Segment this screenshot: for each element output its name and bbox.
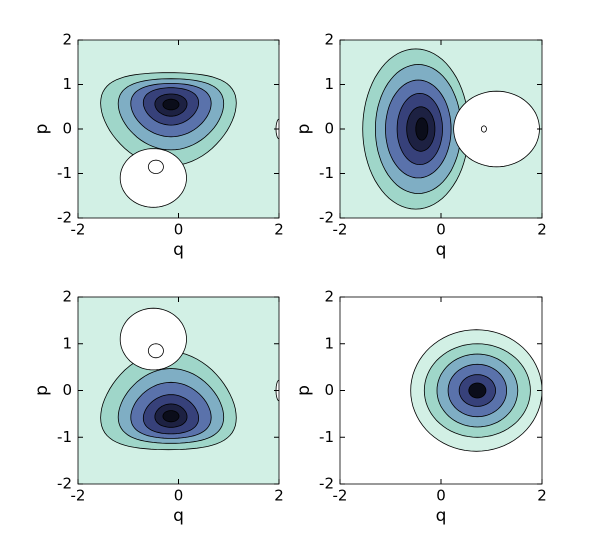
contour-level	[147, 159, 164, 174]
y-tick-label: 2	[62, 31, 72, 49]
x-axis-label: q	[436, 240, 447, 260]
y-tick-label: -2	[319, 209, 334, 227]
y-axis-label: p	[294, 385, 314, 396]
contour-level	[468, 382, 487, 399]
y-tick-label: 1	[62, 334, 72, 352]
plot-area	[340, 297, 542, 484]
contour-level	[119, 307, 187, 371]
y-tick-label: 1	[324, 334, 334, 352]
y-tick-label: 0	[324, 381, 334, 399]
y-tick-label: 0	[324, 120, 334, 138]
plot-area	[340, 40, 542, 218]
contour-level	[147, 343, 164, 359]
contour-level	[162, 410, 180, 423]
contour-plot: -2 0 2 -2 -1 0 1 2 q p	[294, 288, 547, 527]
x-axis-label: q	[436, 506, 447, 526]
y-axis-label: p	[32, 385, 52, 396]
x-tick-label: 0	[436, 221, 446, 239]
contour-level	[415, 117, 429, 141]
y-tick-label: -1	[57, 164, 72, 182]
y-tick-label: -1	[57, 428, 72, 446]
contour-plot: -2 0 2 -2 -1 0 1 2 q p	[294, 31, 547, 261]
contour-level	[481, 125, 487, 133]
x-axis-label: q	[173, 240, 184, 260]
y-axis-label: p	[32, 124, 52, 135]
contour-level	[119, 148, 187, 208]
y-tick-label: 0	[62, 381, 72, 399]
x-tick-label: 0	[174, 487, 184, 505]
x-tick-label: -2	[333, 487, 348, 505]
x-tick-label: -2	[71, 487, 86, 505]
y-axis-label: p	[294, 124, 314, 135]
contour-level	[162, 98, 180, 111]
y-tick-label: -1	[319, 164, 334, 182]
x-tick-label: 0	[174, 221, 184, 239]
y-tick-label: 0	[62, 120, 72, 138]
y-tick-label: 2	[324, 288, 334, 306]
y-tick-label: 2	[324, 31, 334, 49]
y-tick-label: 2	[62, 288, 72, 306]
x-axis-label: q	[173, 506, 184, 526]
contour-level	[453, 90, 540, 168]
y-tick-label: -2	[319, 475, 334, 493]
y-tick-label: 1	[324, 75, 334, 93]
y-tick-label: -2	[57, 209, 72, 227]
x-tick-label: 2	[537, 487, 547, 505]
x-tick-label: -2	[333, 221, 348, 239]
contour-plot: -2 0 2 -2 -1 0 1 2 q p	[32, 31, 284, 261]
y-tick-label: -2	[57, 475, 72, 493]
x-tick-label: 2	[274, 487, 284, 505]
contour-plot: -2 0 2 -2 -1 0 1 2 q p	[32, 288, 284, 527]
plot-area	[78, 297, 279, 484]
x-tick-label: 2	[274, 221, 284, 239]
x-tick-label: -2	[71, 221, 86, 239]
y-tick-label: 1	[62, 75, 72, 93]
plot-area	[78, 40, 279, 218]
y-tick-label: -1	[319, 428, 334, 446]
x-tick-label: 2	[537, 221, 547, 239]
x-tick-label: 0	[436, 487, 446, 505]
